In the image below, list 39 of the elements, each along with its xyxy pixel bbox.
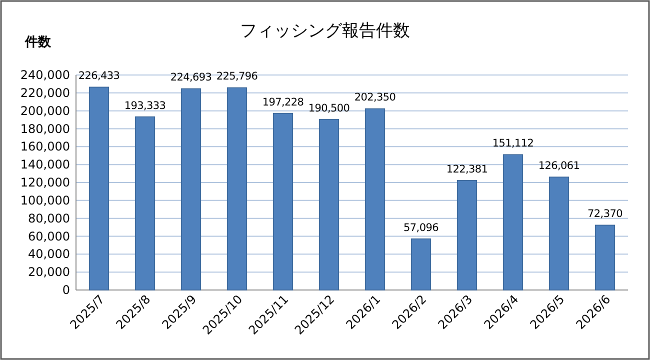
y-tick-label: 120,000	[20, 176, 70, 190]
data-label: 225,796	[216, 70, 258, 83]
data-label: 57,096	[404, 222, 440, 234]
bar	[594, 224, 616, 290]
data-label: 193,333	[124, 100, 166, 112]
y-tick-label: 0	[62, 283, 70, 297]
bar	[180, 88, 202, 290]
data-label: 122,381	[446, 163, 488, 176]
bar	[226, 87, 248, 290]
bar	[318, 118, 340, 290]
bar	[548, 176, 570, 290]
data-label: 202,350	[354, 92, 396, 104]
chart-title: フィッシング報告件数	[240, 21, 410, 41]
y-tick-label: 60,000	[28, 229, 70, 244]
data-label: 226,433	[78, 70, 120, 82]
bar	[272, 112, 294, 290]
data-label: 190,500	[308, 102, 350, 114]
data-label: 151,112	[492, 138, 534, 150]
y-tick-label: 100,000	[20, 193, 70, 208]
y-tick-label: 220,000	[20, 86, 70, 100]
bar	[88, 86, 110, 290]
y-tick-label: 180,000	[20, 122, 70, 136]
y-tick-label: 140,000	[20, 158, 70, 172]
y-tick-label: 20,000	[28, 265, 70, 280]
y-tick-label: 80,000	[28, 211, 70, 226]
y-axis-title: 件数	[24, 35, 52, 50]
y-tick-label: 200,000	[20, 104, 70, 118]
data-label: 224,693	[170, 72, 212, 84]
bar	[456, 180, 478, 290]
bar	[410, 238, 432, 290]
bar	[502, 154, 524, 290]
data-label: 72,370	[588, 208, 622, 220]
y-tick-label: 160,000	[20, 140, 70, 154]
bar	[134, 116, 156, 290]
data-label: 197,228	[262, 96, 304, 108]
data-label: 126,061	[538, 160, 580, 172]
y-tick-label: 240,000	[20, 68, 70, 82]
y-tick-label: 40,000	[28, 247, 70, 262]
bar	[364, 108, 386, 290]
